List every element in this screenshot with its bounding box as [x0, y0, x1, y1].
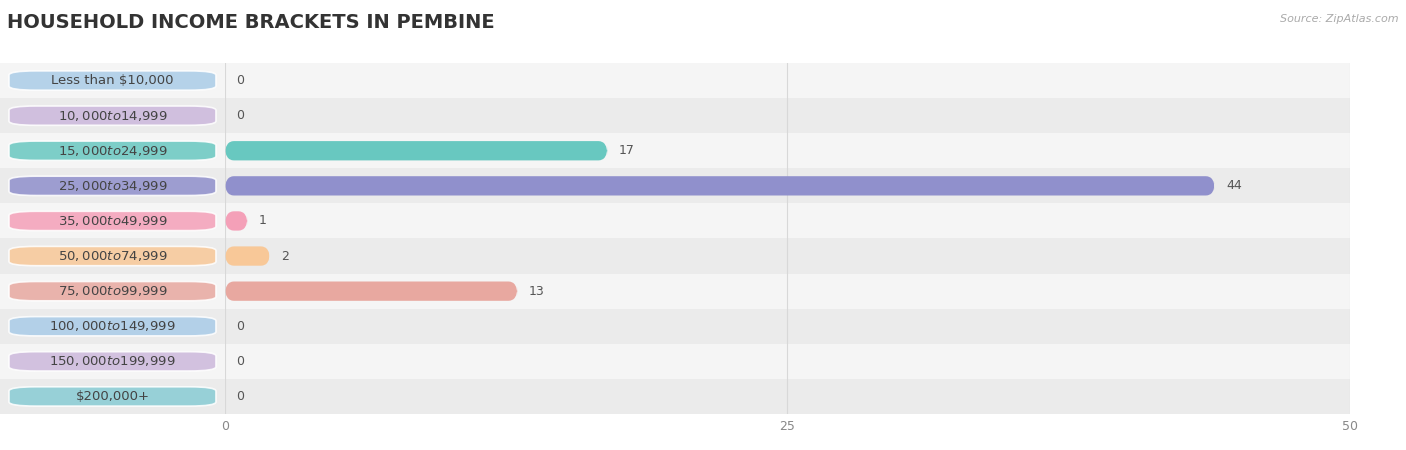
Text: 13: 13 — [529, 285, 544, 297]
Text: 44: 44 — [1226, 180, 1241, 192]
FancyBboxPatch shape — [8, 71, 217, 90]
Bar — [225, 238, 1350, 274]
Text: $35,000 to $49,999: $35,000 to $49,999 — [58, 214, 167, 228]
FancyBboxPatch shape — [8, 212, 217, 230]
Bar — [225, 168, 1350, 203]
Bar — [0, 203, 225, 238]
FancyBboxPatch shape — [8, 282, 217, 301]
Text: 0: 0 — [236, 109, 245, 122]
Text: $10,000 to $14,999: $10,000 to $14,999 — [58, 108, 167, 123]
Text: 1: 1 — [259, 215, 267, 227]
Text: Source: ZipAtlas.com: Source: ZipAtlas.com — [1281, 14, 1399, 23]
Bar — [0, 133, 225, 168]
FancyBboxPatch shape — [225, 282, 517, 301]
Text: $25,000 to $34,999: $25,000 to $34,999 — [58, 179, 167, 193]
Bar — [225, 203, 1350, 238]
FancyBboxPatch shape — [8, 247, 217, 266]
Bar — [225, 344, 1350, 379]
FancyBboxPatch shape — [8, 176, 217, 195]
Text: HOUSEHOLD INCOME BRACKETS IN PEMBINE: HOUSEHOLD INCOME BRACKETS IN PEMBINE — [7, 14, 495, 32]
Bar — [0, 63, 225, 98]
Bar — [0, 238, 225, 274]
Bar — [225, 274, 1350, 309]
Bar — [0, 344, 225, 379]
Text: $15,000 to $24,999: $15,000 to $24,999 — [58, 144, 167, 158]
FancyBboxPatch shape — [225, 176, 1215, 195]
Text: $200,000+: $200,000+ — [76, 390, 149, 403]
FancyBboxPatch shape — [8, 387, 217, 406]
Text: 17: 17 — [619, 144, 634, 157]
Text: $75,000 to $99,999: $75,000 to $99,999 — [58, 284, 167, 298]
FancyBboxPatch shape — [8, 352, 217, 371]
Bar — [0, 168, 225, 203]
Bar — [225, 379, 1350, 414]
Text: Less than $10,000: Less than $10,000 — [51, 74, 174, 87]
Text: 0: 0 — [236, 390, 245, 403]
Text: $100,000 to $149,999: $100,000 to $149,999 — [49, 319, 176, 333]
Text: 0: 0 — [236, 74, 245, 87]
Bar — [0, 379, 225, 414]
FancyBboxPatch shape — [225, 247, 270, 266]
Bar — [0, 309, 225, 344]
Text: 0: 0 — [236, 355, 245, 368]
Bar — [225, 133, 1350, 168]
Bar — [225, 309, 1350, 344]
Bar — [0, 274, 225, 309]
Bar — [225, 63, 1350, 98]
FancyBboxPatch shape — [8, 106, 217, 125]
Text: 2: 2 — [281, 250, 290, 262]
Text: 0: 0 — [236, 320, 245, 333]
Bar — [0, 98, 225, 133]
Bar — [225, 98, 1350, 133]
FancyBboxPatch shape — [8, 141, 217, 160]
Text: $50,000 to $74,999: $50,000 to $74,999 — [58, 249, 167, 263]
FancyBboxPatch shape — [8, 317, 217, 336]
FancyBboxPatch shape — [225, 141, 607, 160]
FancyBboxPatch shape — [225, 212, 247, 230]
Text: $150,000 to $199,999: $150,000 to $199,999 — [49, 354, 176, 369]
